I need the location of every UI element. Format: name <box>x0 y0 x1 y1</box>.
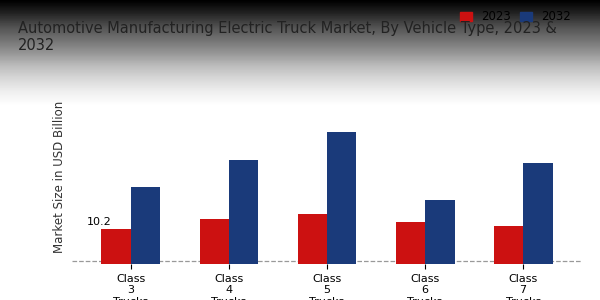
Bar <box>327 132 356 264</box>
Bar <box>131 188 160 264</box>
Y-axis label: Market Size in USD Billion: Market Size in USD Billion <box>53 101 67 253</box>
Text: Automotive Manufacturing Electric Truck Market, By Vehicle Type, 2023 &
2032: Automotive Manufacturing Electric Truck … <box>18 21 557 53</box>
Bar <box>425 200 455 264</box>
Text: 10.2: 10.2 <box>86 217 111 227</box>
Bar <box>494 226 523 264</box>
Bar <box>229 160 259 264</box>
Bar <box>298 214 327 264</box>
Legend: 2023, 2032: 2023, 2032 <box>455 5 576 28</box>
Bar <box>101 229 131 264</box>
Bar <box>200 219 229 264</box>
Bar <box>523 163 553 264</box>
Bar <box>395 222 425 264</box>
